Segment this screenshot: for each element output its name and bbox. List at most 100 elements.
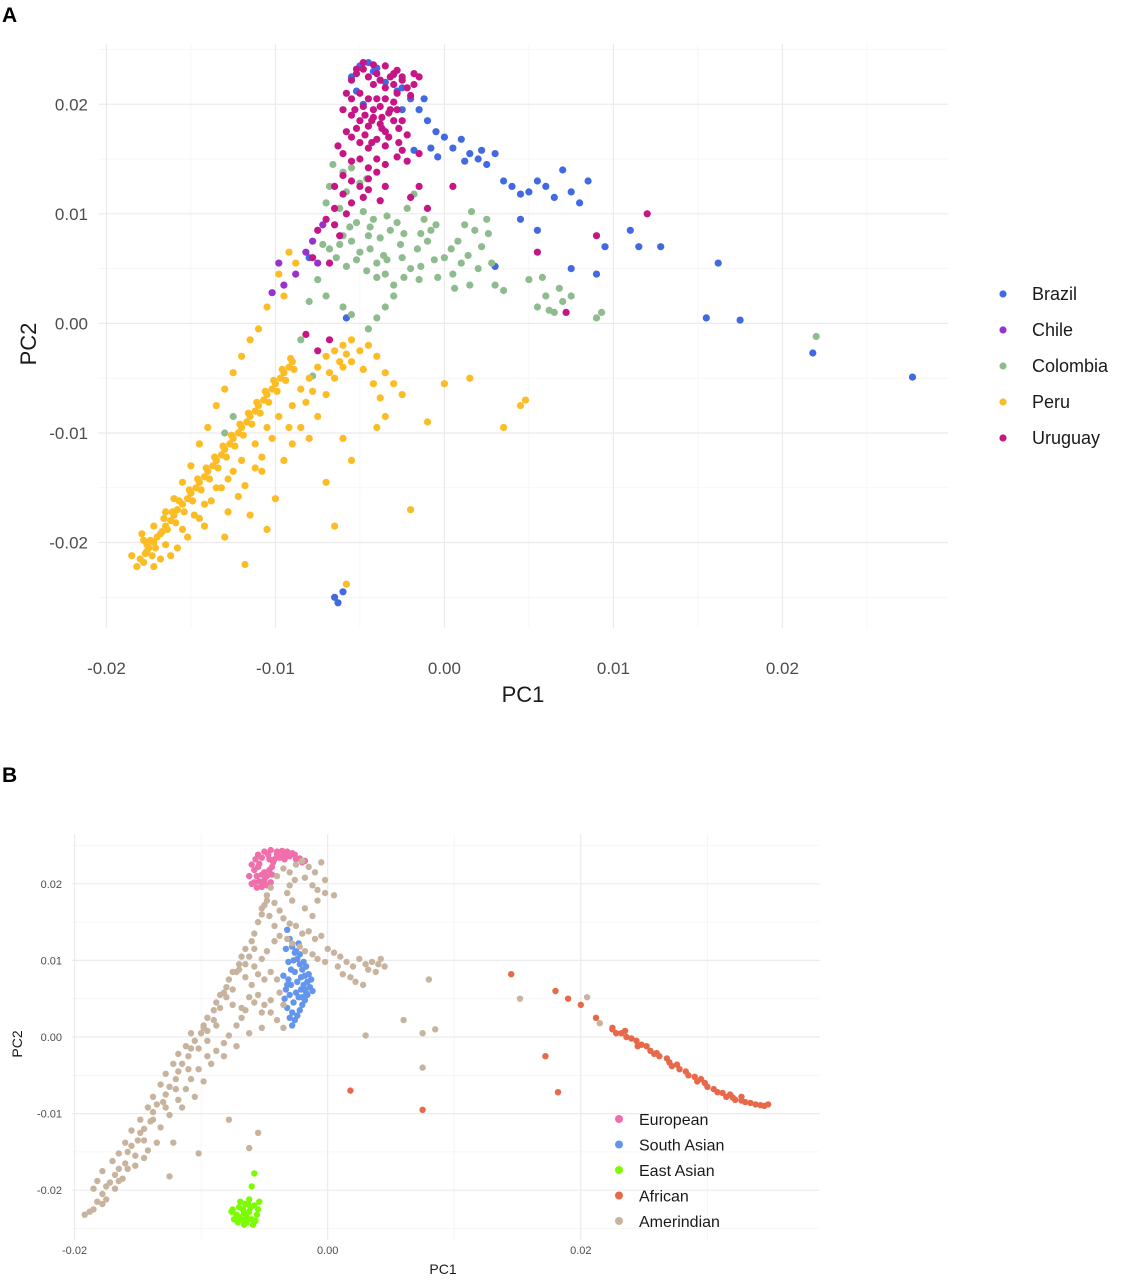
data-point — [210, 1016, 217, 1024]
data-point — [280, 1001, 287, 1008]
data-point — [150, 563, 158, 571]
data-point — [314, 347, 322, 355]
data-point — [187, 462, 195, 470]
data-point — [359, 65, 367, 73]
data-point — [319, 240, 327, 249]
data-point — [287, 354, 295, 363]
legend-marker — [999, 326, 1007, 334]
data-point — [119, 1175, 126, 1182]
data-point — [449, 144, 457, 152]
data-point — [187, 1075, 195, 1083]
data-point — [525, 188, 533, 196]
data-point — [359, 981, 367, 989]
data-point — [550, 193, 558, 201]
data-point — [339, 190, 347, 198]
data-point — [377, 955, 384, 963]
data-point — [162, 1104, 169, 1111]
data-point — [178, 525, 187, 534]
data-point — [432, 128, 440, 136]
data-point — [280, 865, 287, 872]
data-point — [276, 989, 283, 996]
data-point — [159, 1098, 167, 1106]
data-point — [584, 177, 592, 185]
data-point — [628, 1035, 635, 1042]
data-point — [601, 243, 609, 251]
data-point — [302, 248, 310, 256]
data-point — [132, 1162, 139, 1169]
y-tick-label: -0.01 — [49, 424, 88, 443]
data-point — [668, 1062, 676, 1070]
data-point — [132, 1152, 139, 1159]
data-point — [286, 991, 293, 999]
data-point — [221, 533, 229, 541]
data-point — [673, 1061, 681, 1068]
data-point — [190, 511, 198, 519]
data-point — [651, 1050, 658, 1058]
data-point — [390, 281, 398, 289]
data-point — [351, 106, 359, 114]
data-point — [301, 905, 309, 912]
data-point — [366, 223, 374, 231]
data-point — [268, 434, 276, 442]
data-point — [170, 1060, 177, 1068]
data-point — [347, 237, 356, 245]
data-point — [347, 1087, 354, 1094]
series-uruguay — [302, 59, 651, 355]
data-point — [244, 409, 252, 417]
data-point — [220, 1039, 228, 1047]
data-point — [276, 932, 283, 940]
data-point — [542, 182, 550, 190]
data-point — [302, 963, 310, 970]
data-point — [254, 918, 262, 926]
data-point — [352, 124, 361, 132]
data-point — [299, 994, 306, 1001]
data-point — [434, 153, 442, 161]
data-point — [726, 1091, 734, 1098]
data-point — [296, 951, 303, 958]
data-point — [554, 1089, 562, 1096]
data-point — [301, 986, 309, 993]
data-point — [364, 232, 372, 240]
legend-label: European — [639, 1112, 708, 1129]
data-point — [356, 139, 364, 147]
data-point — [252, 856, 259, 863]
data-point — [403, 131, 411, 139]
data-point — [197, 486, 205, 494]
data-point — [347, 95, 356, 103]
data-point — [162, 1091, 169, 1098]
data-point — [292, 259, 300, 267]
data-point — [330, 949, 338, 956]
data-point — [178, 1104, 186, 1111]
y-tick-label: 0.02 — [55, 95, 88, 114]
data-point — [195, 440, 203, 448]
data-point — [191, 1093, 198, 1101]
data-point — [268, 871, 276, 878]
data-point — [349, 963, 357, 970]
data-point — [94, 1177, 101, 1185]
data-point — [559, 297, 567, 306]
data-point — [474, 265, 482, 273]
data-point — [577, 1001, 584, 1008]
data-point — [423, 204, 432, 212]
data-point — [214, 464, 222, 472]
data-point — [254, 863, 262, 871]
data-point — [99, 1200, 106, 1208]
data-point — [521, 396, 530, 404]
data-point — [263, 303, 271, 311]
data-point — [309, 987, 316, 995]
data-point — [137, 1116, 144, 1123]
x-tick-label: 0.01 — [597, 659, 630, 678]
data-point — [251, 945, 258, 953]
data-point — [347, 199, 356, 207]
data-point — [273, 872, 281, 880]
data-point — [324, 945, 331, 953]
data-point — [242, 961, 249, 968]
data-point — [160, 514, 168, 523]
data-point — [162, 508, 170, 516]
data-point — [207, 497, 215, 505]
data-point — [251, 440, 259, 448]
data-point — [109, 1157, 116, 1165]
data-point — [204, 1014, 211, 1021]
data-point — [280, 281, 288, 289]
data-point — [291, 968, 298, 976]
